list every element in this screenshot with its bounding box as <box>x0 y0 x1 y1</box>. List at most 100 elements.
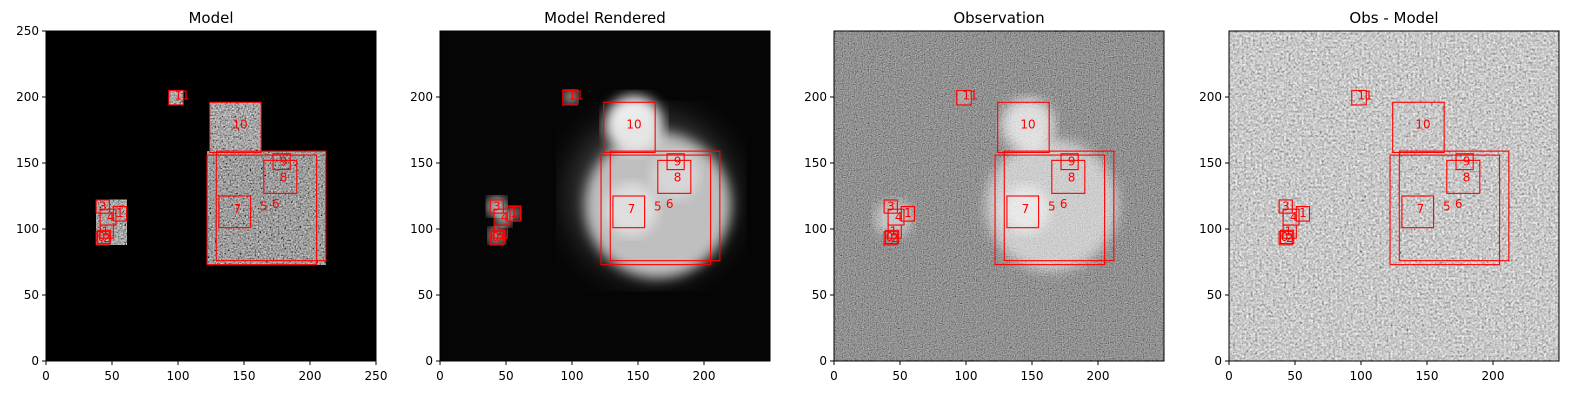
source-box-10 <box>603 101 656 153</box>
y-tick-label: 150 <box>1199 156 1222 170</box>
source-box-7 <box>612 195 646 229</box>
source-label-10: 10 <box>1020 118 1035 132</box>
axes-frame <box>45 30 377 362</box>
source-box-12 <box>900 206 916 222</box>
panel-title: Model Rendered <box>544 9 666 27</box>
source-label-0: 0 <box>98 230 106 244</box>
source-label-2: 2 <box>103 231 111 245</box>
source-label-12: 1 <box>904 206 912 220</box>
image-area <box>834 31 1164 361</box>
source-label-2: 2 <box>891 231 899 245</box>
y-tick-label: 250 <box>16 24 39 38</box>
source-label-9: 9 <box>1068 155 1076 169</box>
x-tick-label: 150 <box>1021 369 1044 383</box>
source-label-7: 7 <box>234 202 242 216</box>
x-tick-label: 200 <box>299 369 322 383</box>
source-label-11: 11 <box>1357 89 1372 103</box>
source-label-9: 9 <box>1463 155 1471 169</box>
axes-frame <box>833 30 1165 362</box>
source-box-6 <box>609 150 721 262</box>
x-tick-label: 150 <box>627 369 650 383</box>
source-box-4 <box>99 208 117 226</box>
source-label-8: 8 <box>674 171 682 185</box>
y-tick-label: 100 <box>1199 222 1222 236</box>
x-tick-label: 50 <box>498 369 513 383</box>
y-tick-label: 100 <box>804 222 827 236</box>
source-box-12 <box>506 206 522 222</box>
source-box-6 <box>215 150 327 262</box>
source-label-4: 4 <box>501 210 509 224</box>
source-box-10 <box>209 101 262 153</box>
source-label-0: 0 <box>1281 230 1289 244</box>
x-tick-label: 50 <box>1287 369 1302 383</box>
source-box-5 <box>994 154 1106 266</box>
source-box-8 <box>1446 159 1481 194</box>
y-tick-label: 0 <box>819 354 827 368</box>
source-label-12: 1 <box>116 206 124 220</box>
y-tick-label: 200 <box>804 90 827 104</box>
source-label-9: 9 <box>280 155 288 169</box>
source-box-12 <box>112 206 128 222</box>
source-label-9: 9 <box>674 155 682 169</box>
source-label-12: 1 <box>1299 206 1307 220</box>
source-label-6: 6 <box>1455 197 1463 211</box>
x-tick-label: 200 <box>1482 369 1505 383</box>
source-box-3 <box>1278 199 1293 214</box>
source-box-11 <box>562 89 578 106</box>
y-tick-label: 50 <box>24 288 39 302</box>
x-tick-label: 200 <box>1087 369 1110 383</box>
source-label-11: 11 <box>174 89 189 103</box>
source-label-1: 1 <box>496 225 504 239</box>
source-box-4 <box>493 208 511 226</box>
x-tick-label: 250 <box>365 369 388 383</box>
y-tick-label: 50 <box>418 288 433 302</box>
y-tick-label: 0 <box>1214 354 1222 368</box>
source-label-11: 11 <box>962 89 977 103</box>
source-box-11 <box>1351 89 1367 106</box>
source-label-5: 5 <box>654 200 662 214</box>
source-box-9 <box>666 153 685 171</box>
source-box-6 <box>1398 150 1510 262</box>
source-label-1: 1 <box>102 225 110 239</box>
x-tick-label: 150 <box>1416 369 1439 383</box>
source-label-3: 3 <box>887 200 895 214</box>
source-box-3 <box>489 199 504 214</box>
x-tick-label: 0 <box>830 369 838 383</box>
source-label-6: 6 <box>272 197 280 211</box>
source-box-8 <box>263 159 298 194</box>
source-box-2 <box>884 229 900 245</box>
x-tick-label: 50 <box>104 369 119 383</box>
source-box-9 <box>1455 153 1474 171</box>
y-tick-label: 100 <box>16 222 39 236</box>
source-box-9 <box>272 153 291 171</box>
source-box-3 <box>95 199 110 214</box>
y-tick-label: 200 <box>410 90 433 104</box>
x-tick-label: 0 <box>42 369 50 383</box>
source-label-12: 1 <box>510 206 518 220</box>
source-label-5: 5 <box>260 200 268 214</box>
source-box-12 <box>1295 206 1311 222</box>
source-label-10: 10 <box>1415 118 1430 132</box>
source-label-7: 7 <box>628 202 636 216</box>
y-tick-label: 200 <box>1199 90 1222 104</box>
x-tick-label: 50 <box>892 369 907 383</box>
source-label-7: 7 <box>1022 202 1030 216</box>
source-label-6: 6 <box>666 197 674 211</box>
source-box-4 <box>887 208 905 226</box>
source-label-3: 3 <box>99 200 107 214</box>
image-area <box>440 31 770 361</box>
y-tick-label: 0 <box>31 354 39 368</box>
y-tick-label: 0 <box>425 354 433 368</box>
source-box-8 <box>1051 159 1086 194</box>
source-box-2 <box>1279 229 1295 245</box>
source-label-10: 10 <box>626 118 641 132</box>
x-tick-label: 100 <box>167 369 190 383</box>
source-label-11: 11 <box>568 89 583 103</box>
source-box-5 <box>206 154 318 266</box>
source-label-10: 10 <box>232 118 247 132</box>
x-tick-label: 100 <box>1350 369 1373 383</box>
